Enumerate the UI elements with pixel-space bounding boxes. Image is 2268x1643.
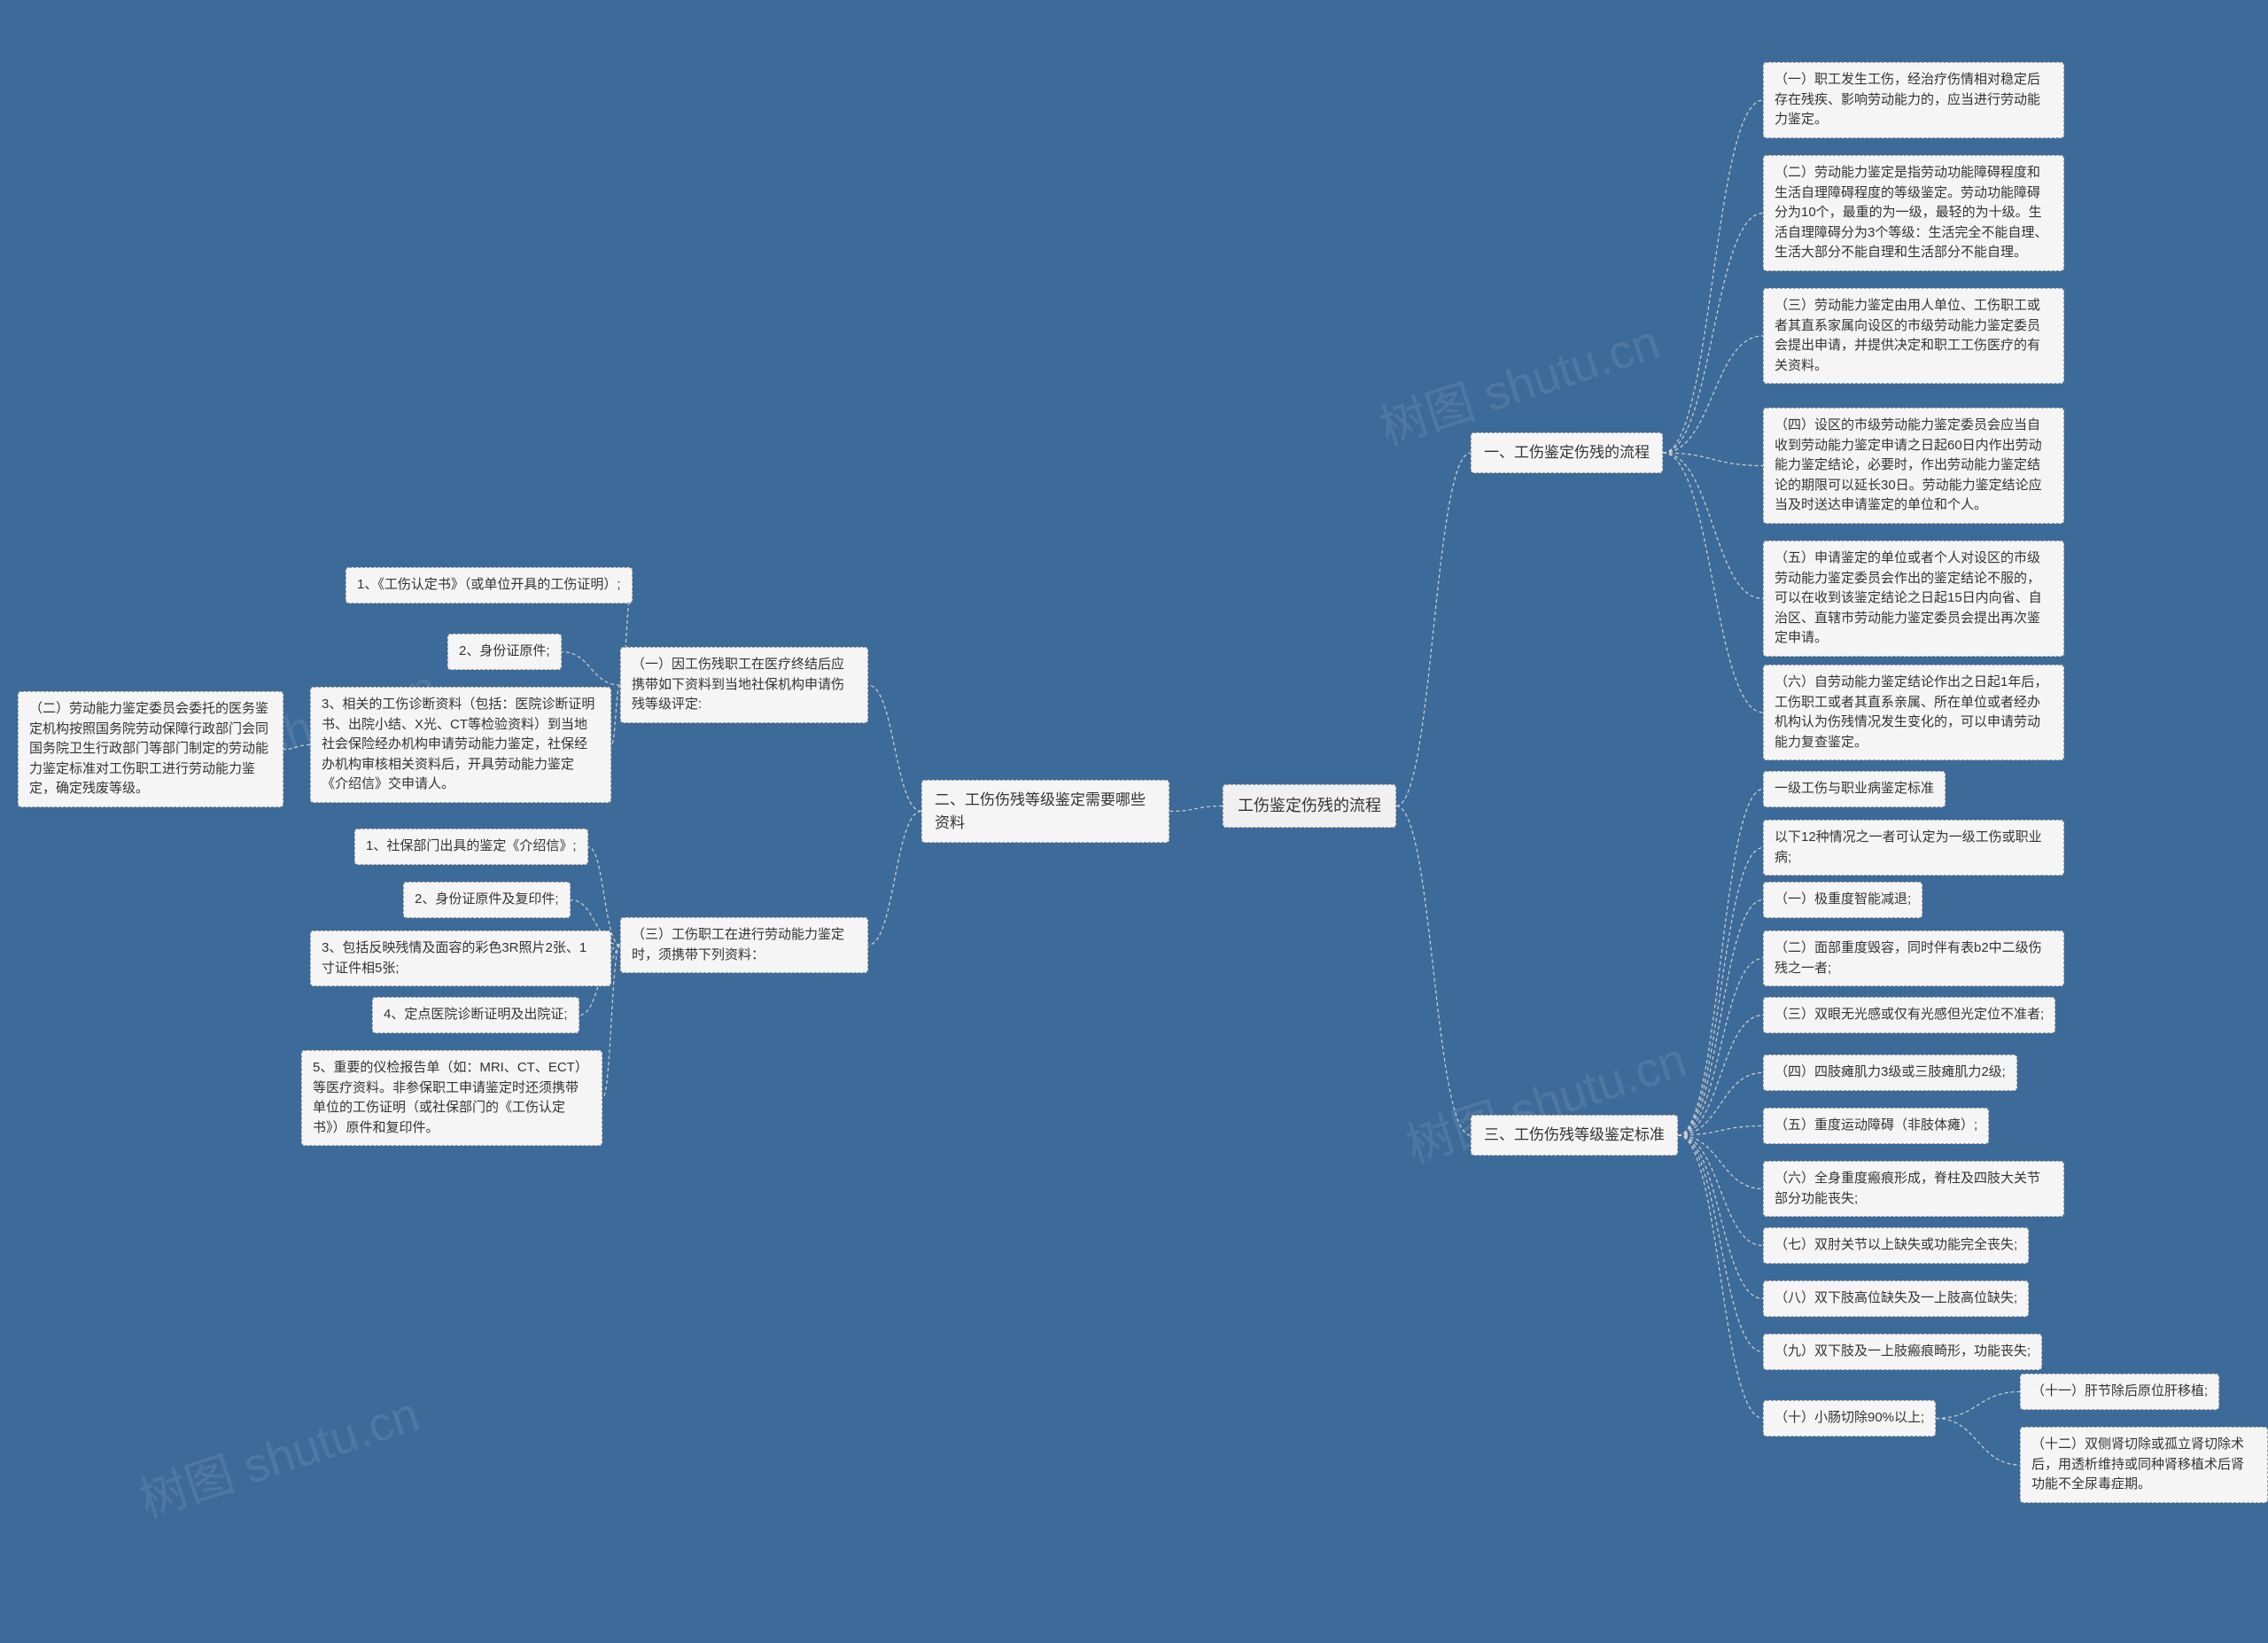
leaf-node: 以下12种情况之一者可认定为一级工伤或职业病; [1763,820,2064,876]
leaf-node: （三）工伤职工在进行劳动能力鉴定时，须携带下列资料： [620,917,868,973]
leaf-node: 3、包括反映残情及面容的彩色3R照片2张、1寸证件相5张; [310,931,611,986]
section-node: 一、工伤鉴定伤残的流程 [1471,432,1663,473]
leaf-node: （二）面部重度毁容，同时伴有表b2中二级伤残之一者; [1763,931,2064,986]
section-node: 三、工伤伤残等级鉴定标准 [1471,1115,1678,1156]
leaf-node: （九）双下肢及一上肢瘢痕畸形，功能丧失; [1763,1334,2042,1370]
leaf-node: （四）设区的市级劳动能力鉴定委员会应当自收到劳动能力鉴定申请之日起60日内作出劳… [1763,408,2064,524]
leaf-node: （二）劳动能力鉴定是指劳动功能障碍程度和生活自理障碍程度的等级鉴定。劳动功能障碍… [1763,155,2064,271]
leaf-node: （五）申请鉴定的单位或者个人对设区的市级劳动能力鉴定委员会作出的鉴定结论不服的，… [1763,541,2064,657]
leaf-node: （十二）双侧肾切除或孤立肾切除术后，用透析维持或同种肾移植术后肾功能不全尿毒症期… [2020,1427,2268,1503]
leaf-node: （二）劳动能力鉴定委员会委托的医务鉴定机构按照国务院劳动保障行政部门会同国务院卫… [18,691,284,807]
leaf-node: 1、《工伤认定书》（或单位开具的工伤证明）; [346,567,633,603]
leaf-node: （六）自劳动能力鉴定结论作出之日起1年后，工伤职工或者其直系亲属、所在单位或者经… [1763,665,2064,760]
leaf-node: （一）职工发生工伤，经治疗伤情相对稳定后存在残疾、影响劳动能力的，应当进行劳动能… [1763,62,2064,138]
root-node: 工伤鉴定伤残的流程 [1223,784,1396,828]
leaf-node: （一）因工伤残职工在医疗终结后应携带如下资料到当地社保机构申请伤残等级评定: [620,647,868,723]
section-node: 二、工伤伤残等级鉴定需要哪些资料 [921,780,1169,843]
leaf-node: 2、身份证原件及复印件; [403,882,571,918]
leaf-node: 2、身份证原件; [447,634,562,670]
leaf-node: （三）劳动能力鉴定由用人单位、工伤职工或者其直系家属向设区的市级劳动能力鉴定委员… [1763,288,2064,384]
leaf-node: 1、社保部门出具的鉴定《介绍信》; [354,829,588,865]
leaf-node: （十）小肠切除90%以上; [1763,1400,1936,1437]
leaf-node: 5、重要的仪检报告单（如：MRI、CT、ECT）等医疗资料。非参保职工申请鉴定时… [301,1050,602,1146]
leaf-node: （十一）肝节除后原位肝移植; [2020,1374,2219,1410]
leaf-node: （八）双下肢高位缺失及一上肢高位缺失; [1763,1281,2029,1317]
watermark: 树图 shutu.cn [129,1374,427,1530]
leaf-node: （七）双肘关节以上缺失或功能完全丧失; [1763,1227,2029,1264]
leaf-node: 3、相关的工伤诊断资料（包括：医院诊断证明书、出院小结、X光、CT等检验资料）到… [310,687,611,803]
leaf-node: 一级工伤与职业病鉴定标准 [1763,771,1946,807]
leaf-node: （三）双眼无光感或仅有光感但光定位不准者; [1763,997,2055,1033]
leaf-node: （一）极重度智能减退; [1763,882,1922,918]
leaf-node: （五）重度运动障碍（非肢体瘫）; [1763,1108,1989,1144]
leaf-node: 4、定点医院诊断证明及出院证; [372,997,579,1033]
leaf-node: （六）全身重度瘢痕形成，脊柱及四肢大关节部分功能丧失; [1763,1161,2064,1217]
leaf-node: （四）四肢瘫肌力3级或三肢瘫肌力2级; [1763,1055,2017,1091]
